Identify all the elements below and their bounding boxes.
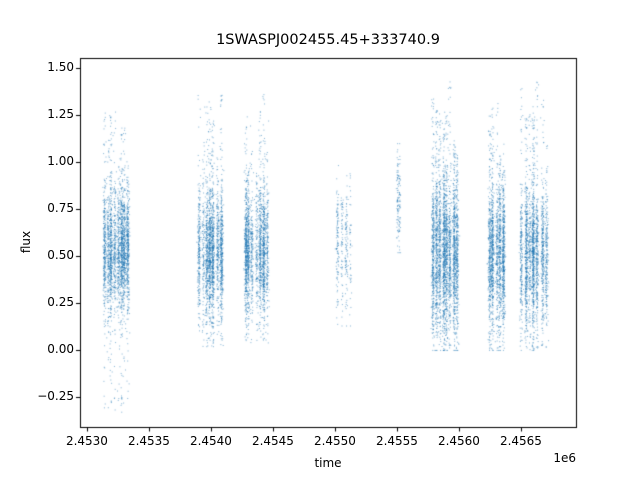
y-tick-label: 1.25 <box>47 107 74 122</box>
x-tick-label: 2.4550 <box>313 434 356 448</box>
y-tick-label: 1.00 <box>47 154 74 169</box>
y-tick-label: 0.75 <box>47 201 74 216</box>
x-tick-label: 2.4565 <box>499 434 542 448</box>
x-tick-label: 2.4530 <box>65 434 108 448</box>
x-axis-label: time <box>314 456 342 470</box>
y-tick-label: 0.25 <box>47 295 74 310</box>
chart-title: 1SWASPJ002455.45+333740.9 <box>216 32 440 48</box>
x-tick-label: 2.4555 <box>375 434 418 448</box>
axis-offset-label: 1e6 <box>553 451 576 465</box>
x-tick-label: 2.4535 <box>127 434 170 448</box>
x-tick-label: 2.4560 <box>437 434 480 448</box>
y-tick-label: −0.25 <box>37 389 74 404</box>
x-tick-label: 2.4545 <box>251 434 294 448</box>
x-tick-label: 2.4540 <box>189 434 232 448</box>
y-tick-label: 1.50 <box>47 60 74 75</box>
y-tick-label: 0.00 <box>47 342 74 357</box>
y-tick-label: 0.50 <box>47 248 74 263</box>
